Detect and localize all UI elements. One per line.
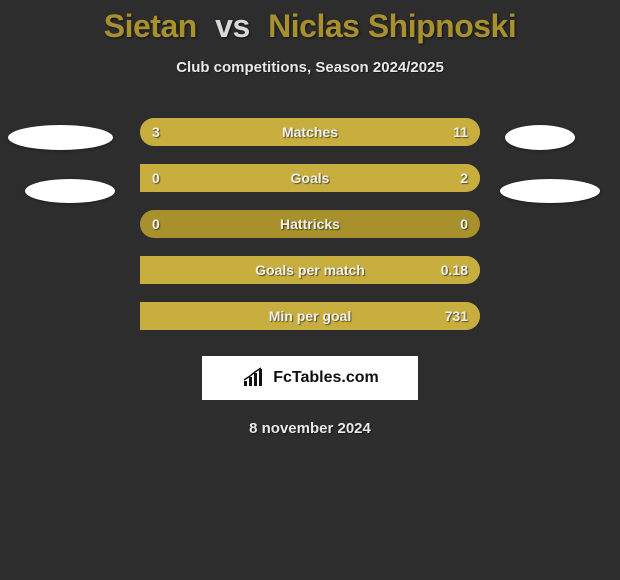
comparison-title: Sietan vs Niclas Shipnoski: [0, 0, 620, 45]
player-marker: [25, 179, 115, 203]
stat-value-right: 0.18: [441, 262, 468, 278]
subtitle: Club competitions, Season 2024/2025: [0, 59, 620, 76]
stat-label: Hattricks: [140, 216, 480, 232]
stat-rows: 3Matches110Goals20Hattricks0Goals per ma…: [0, 118, 620, 330]
stat-value-right: 2: [460, 170, 468, 186]
stat-row: Min per goal731: [140, 302, 480, 330]
stat-value-right: 731: [445, 308, 468, 324]
stat-row: Goals per match0.18: [140, 256, 480, 284]
date-line: 8 november 2024: [0, 420, 620, 437]
chart-icon: [241, 367, 269, 389]
stat-label: Min per goal: [140, 308, 480, 324]
player1-name: Sietan: [104, 8, 197, 44]
footer-brand: FcTables.com: [273, 369, 379, 387]
stat-value-right: 11: [453, 124, 468, 140]
player-marker: [500, 179, 600, 203]
vs-text: vs: [215, 8, 250, 44]
footer-badge: FcTables.com: [202, 356, 418, 400]
stat-label: Matches: [140, 124, 480, 140]
stat-value-right: 0: [460, 216, 468, 232]
stat-label: Goals: [140, 170, 480, 186]
player-marker: [505, 125, 575, 150]
stat-row: 3Matches11: [140, 118, 480, 146]
stat-label: Goals per match: [140, 262, 480, 278]
player-marker: [8, 125, 113, 150]
stat-row: 0Goals2: [140, 164, 480, 192]
stat-row: 0Hattricks0: [140, 210, 480, 238]
player2-name: Niclas Shipnoski: [268, 8, 516, 44]
